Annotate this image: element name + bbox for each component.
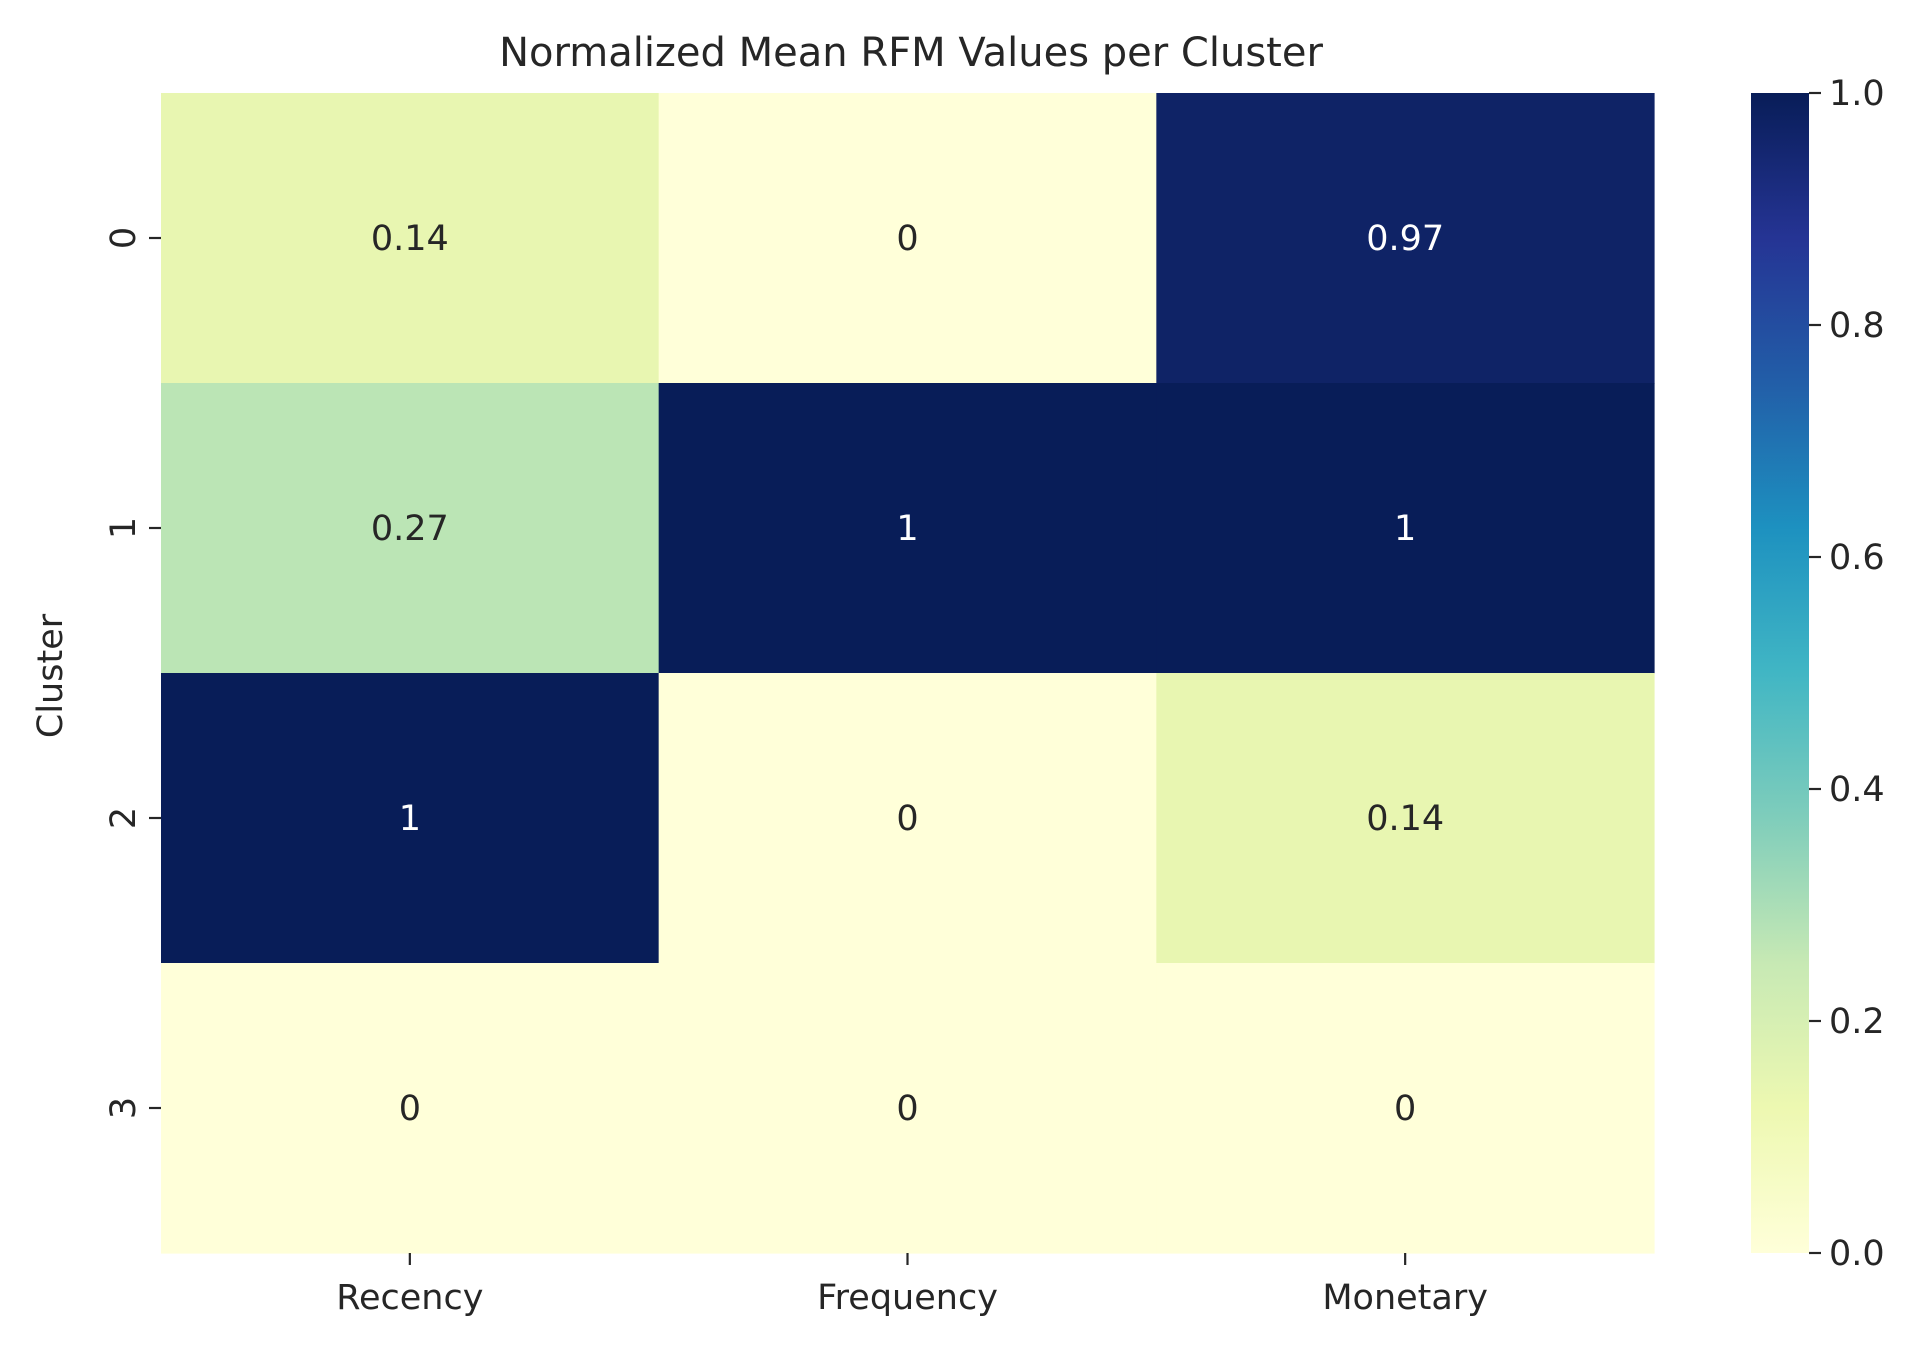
y-axis: 0 1 2 3 <box>104 227 161 1119</box>
heatmap-cell-r3-c0 <box>161 963 660 1254</box>
heatmap-cells <box>161 93 1655 1254</box>
cell-value-r0-c1: 0 <box>896 219 918 259</box>
heatmap-cell-r2-c1 <box>658 673 1157 964</box>
cell-value-r0-c0: 0.14 <box>371 219 449 259</box>
heatmap-cell-r3-c1 <box>658 963 1157 1254</box>
cell-annotations: 0.14 0 0.97 0.27 1 1 1 0 0.14 0 0 0 <box>371 219 1444 1129</box>
colorbar-tick-label: 0.4 <box>1829 770 1885 810</box>
y-tick-label: 0 <box>104 227 144 249</box>
cell-value-r2-c2: 0.14 <box>1366 799 1444 839</box>
x-tick-label: Monetary <box>1322 1278 1488 1318</box>
cell-value-r1-c1: 1 <box>896 509 918 549</box>
colorbar-tick-label: 0.6 <box>1829 538 1885 578</box>
x-tick-label: Recency <box>336 1278 483 1318</box>
cell-value-r2-c1: 0 <box>896 799 918 839</box>
colorbar-tick-label: 1.0 <box>1829 74 1885 114</box>
colorbar: 0.0 0.2 0.4 0.6 0.8 1.0 <box>1751 74 1885 1274</box>
cell-value-r0-c2: 0.97 <box>1366 219 1444 259</box>
cell-value-r1-c0: 0.27 <box>371 509 449 549</box>
heatmap-cell-r0-c0 <box>161 93 660 384</box>
cell-value-r3-c1: 0 <box>896 1089 918 1129</box>
heatmap-cell-r2-c2 <box>1156 673 1655 964</box>
chart-title: Normalized Mean RFM Values per Cluster <box>499 30 1323 76</box>
heatmap-cell-r1-c0 <box>161 383 660 674</box>
y-tick-label: 1 <box>104 517 144 539</box>
y-tick-label: 3 <box>104 1097 144 1119</box>
colorbar-tick-label: 0.8 <box>1829 306 1885 346</box>
cell-value-r3-c0: 0 <box>399 1089 421 1129</box>
heatmap-cell-r1-c1 <box>658 383 1157 674</box>
heatmap-cell-r3-c2 <box>1156 963 1655 1254</box>
cell-value-r3-c2: 0 <box>1394 1089 1416 1129</box>
y-axis-label: Cluster <box>31 613 71 738</box>
cell-value-r1-c2: 1 <box>1394 509 1416 549</box>
cell-value-r2-c0: 1 <box>399 799 421 839</box>
colorbar-tick-label: 0.0 <box>1829 1234 1885 1274</box>
colorbar-gradient-bar <box>1751 93 1809 1253</box>
heatmap-cell-r0-c2 <box>1156 93 1655 384</box>
heatmap-cell-r0-c1 <box>658 93 1157 384</box>
heatmap-cell-r1-c2 <box>1156 383 1655 674</box>
heatmap-cell-r2-c0 <box>161 673 660 964</box>
y-tick-label: 2 <box>104 807 144 829</box>
x-tick-label: Frequency <box>817 1278 998 1318</box>
colorbar-tick-label: 0.2 <box>1829 1002 1885 1042</box>
x-axis: Recency Frequency Monetary <box>336 1253 1488 1318</box>
